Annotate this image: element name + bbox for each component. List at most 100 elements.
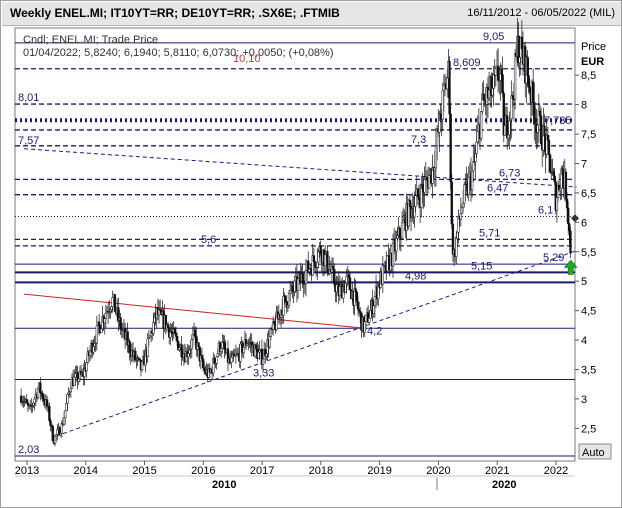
level-label-6-73: 6,73 [499, 167, 520, 179]
level-label-5-6: 5,6 [201, 234, 216, 246]
candle [25, 394, 28, 404]
x-tick-label: 2019 [367, 465, 391, 477]
candle [48, 402, 51, 424]
chart-title: Weekly ENEL.MI; IT10YT=RR; DE10YT=RR; .S… [10, 6, 340, 20]
x-tick-label: 2022 [544, 465, 568, 477]
candle [117, 297, 120, 332]
candle [328, 255, 331, 276]
price-axis-label: Price [581, 41, 606, 53]
x-tick-label: 2013 [15, 465, 39, 477]
x-tick-label: 2017 [250, 465, 274, 477]
current-price-diamond-icon [571, 214, 579, 223]
candle [230, 350, 233, 369]
candle [391, 233, 395, 278]
y-tick-label: 3 [581, 394, 587, 406]
auto-button-label: Auto [582, 447, 605, 459]
y-tick-label: 7 [581, 158, 587, 170]
candle [105, 306, 109, 314]
level-label-7-735: 7,735 [544, 115, 572, 127]
candle [149, 328, 153, 343]
y-tick-label: 5 [581, 276, 587, 288]
x-tick-label: 2014 [74, 465, 98, 477]
legend-obscured-text: 10,10 [233, 53, 261, 65]
candle [416, 188, 420, 206]
candle [548, 154, 552, 173]
y-tick-label: 4,5 [581, 306, 596, 318]
candle [492, 65, 495, 106]
candle [242, 346, 245, 359]
x-tick-label: 2020 [426, 465, 450, 477]
y-tick-label: 6,5 [581, 188, 596, 200]
candle [126, 322, 129, 353]
candle [119, 312, 122, 336]
candle [169, 322, 172, 346]
trendline-rising-support [56, 250, 577, 437]
markers [563, 214, 579, 275]
y-tick-label: 7,5 [581, 129, 596, 141]
candle [282, 288, 285, 324]
legend-line-1: Cndl; ENEL.MI; Trade Price [23, 34, 158, 46]
candle [212, 352, 215, 377]
candle [537, 93, 540, 144]
candle [335, 275, 338, 303]
level-label-8-609: 8,609 [453, 57, 481, 69]
x-tick-label: 2021 [485, 465, 509, 477]
level-label-4-2: 4,2 [367, 325, 382, 337]
candle [264, 343, 267, 364]
currency-label: EUR [581, 56, 604, 68]
candle [223, 335, 226, 359]
candle [144, 344, 147, 373]
candle [467, 166, 470, 202]
candle [121, 322, 125, 338]
candle [506, 106, 509, 150]
level-label-4-98: 4,98 [405, 270, 426, 282]
candle [450, 173, 453, 230]
candle [330, 257, 334, 282]
candle [513, 49, 517, 110]
legend-line-2: 01/04/2022; 5,8240; 6,1940; 5,8110; 6,07… [23, 47, 334, 59]
y-axis-ticks: 8,5 8 7,5 7 6,5 6 5,5 5 4,5 4 3,5 3 2,5 [575, 70, 596, 435]
candle [520, 20, 524, 50]
candle [431, 154, 434, 199]
candle [381, 255, 384, 294]
candle [244, 333, 248, 351]
candle [157, 300, 161, 324]
candle [45, 395, 49, 412]
candle [226, 340, 230, 372]
candle [395, 230, 398, 261]
candle [496, 47, 500, 93]
y-tick-label: 4 [581, 335, 587, 347]
level-label-8-01: 8,01 [18, 92, 39, 104]
candle [73, 369, 76, 387]
level-label-5-71: 5,71 [479, 227, 500, 239]
level-label-5-29: 5,29 [543, 252, 564, 264]
candle [508, 111, 511, 150]
y-tick-label: 3,5 [581, 364, 596, 376]
candle [104, 304, 108, 328]
candle [187, 344, 190, 366]
candle [569, 226, 572, 258]
y-tick-label: 2,5 [581, 423, 596, 435]
level-label-9-05: 9,05 [483, 31, 504, 43]
y-tick-label: 6 [581, 217, 587, 229]
level-labels: 9,05 8,609 8,01 7,735 7,57 7,3 6,73 6,47 6,1 5,71… [18, 31, 572, 456]
candlesticks [19, 18, 572, 447]
candle [113, 294, 117, 312]
candle [76, 365, 79, 390]
candle [386, 255, 389, 273]
buy-arrow-icon [563, 259, 578, 275]
candle [420, 175, 423, 218]
candle [128, 338, 131, 361]
level-label-6-47: 6,47 [487, 183, 508, 195]
candle [56, 424, 59, 441]
candle [313, 260, 317, 273]
candle [480, 111, 483, 142]
candle [215, 355, 218, 370]
auto-scale-button[interactable]: Auto [578, 443, 612, 460]
candle [501, 56, 504, 97]
trendlines [24, 148, 577, 437]
level-label-6-1: 6,1 [538, 204, 553, 216]
candle [239, 340, 242, 369]
